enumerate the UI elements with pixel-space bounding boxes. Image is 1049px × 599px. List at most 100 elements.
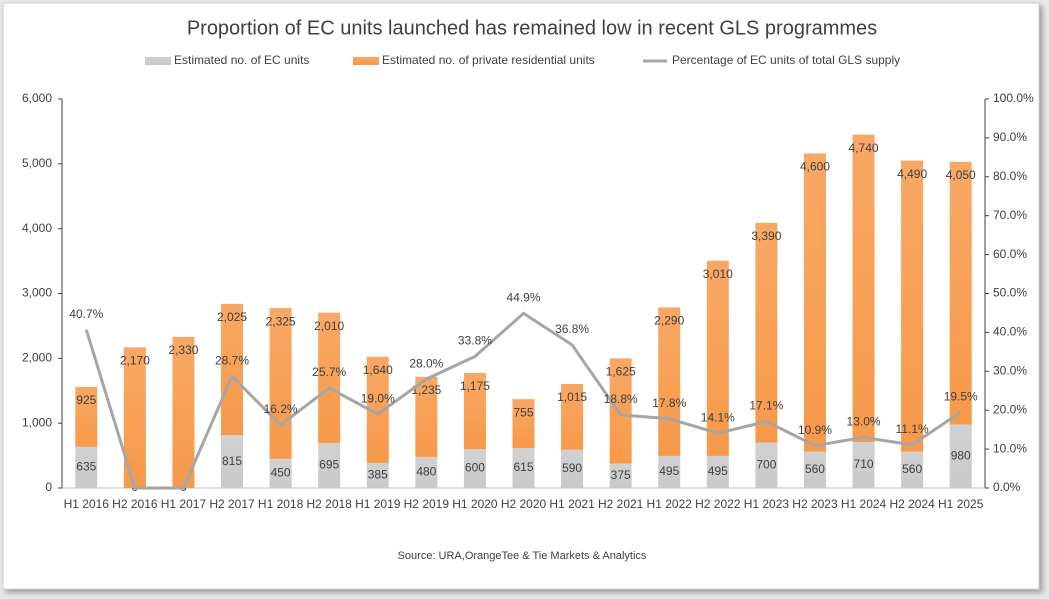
bar: [415, 456, 438, 488]
bar: [609, 463, 632, 488]
bar: [318, 442, 341, 488]
source: Source: URA,OrangeTee & Tie Markets & An…: [398, 550, 647, 562]
bar: [512, 399, 535, 449]
y-tick-label: 4,000: [22, 221, 52, 235]
y2-tick-label: 30.0%: [993, 363, 1027, 377]
bar: [706, 455, 729, 488]
data-label: 495: [659, 464, 679, 478]
x-tick-label: H2 2018: [306, 497, 352, 511]
line-label: 44.9%: [506, 291, 540, 305]
line-label: 19.0%: [361, 391, 395, 405]
bar: [803, 451, 826, 488]
x-tick-label: H1 2019: [355, 497, 401, 511]
data-label: 2,325: [266, 314, 296, 328]
bar: [221, 435, 244, 488]
data-label: 4,050: [946, 168, 976, 182]
x-tick-label: H1 2017: [161, 497, 207, 511]
data-label: 375: [611, 468, 631, 482]
data-label: 635: [76, 460, 96, 474]
y-tick-label: 2,000: [22, 351, 52, 365]
data-label: 4,490: [897, 167, 927, 181]
legend-swatch: [353, 57, 379, 65]
x-tick-label: H2 2017: [209, 497, 255, 511]
y2-tick-label: 10.0%: [993, 441, 1027, 455]
y2-tick-label: 0.0%: [993, 480, 1021, 494]
x-tick-label: H2 2022: [695, 497, 741, 511]
data-label: 2,330: [168, 343, 198, 357]
line-label: 40.7%: [69, 307, 103, 321]
y-tick-label: 1,000: [22, 415, 52, 429]
chart-title: Proportion of EC units launched has rema…: [187, 17, 877, 39]
line-label: 16.2%: [264, 402, 298, 416]
line-label: 17.1%: [749, 399, 783, 413]
bar: [172, 336, 195, 488]
x-tick-label: H2 2021: [598, 497, 644, 511]
bar: [949, 424, 972, 488]
y-tick-label: 5,000: [22, 156, 52, 170]
legend-label: Estimated no. of EC units: [174, 53, 309, 67]
data-label: 710: [854, 457, 874, 471]
line: [84, 311, 962, 490]
line-label: 13.0%: [847, 415, 881, 429]
data-label: 385: [368, 468, 388, 482]
data-label: 695: [319, 458, 339, 472]
x-tick-label: H1 2024: [841, 497, 887, 511]
bar: [658, 307, 681, 456]
data-label: 450: [271, 466, 291, 480]
bar: [852, 134, 875, 442]
x-tick-label: H1 2023: [744, 497, 790, 511]
x-tick-label: H1 2021: [549, 497, 595, 511]
data-label: 1,175: [460, 379, 490, 393]
line-label: 28.7%: [215, 354, 249, 368]
data-label: 3,010: [703, 267, 733, 281]
y2-tick-label: 40.0%: [993, 325, 1027, 339]
bar: [269, 458, 292, 488]
bar: [318, 312, 341, 443]
line-label: 10.9%: [798, 423, 832, 437]
data-label: 2,010: [314, 319, 344, 333]
x-tick-label: H2 2023: [792, 497, 838, 511]
x-tick-label: H2 2019: [404, 497, 450, 511]
bar: [658, 455, 681, 488]
bar: [512, 448, 535, 488]
data-label: 1,015: [557, 390, 587, 404]
data-label: 560: [805, 462, 825, 476]
data-label: 700: [756, 457, 776, 471]
bar: [415, 376, 438, 457]
bar: [366, 356, 389, 464]
line-label: 28.0%: [409, 356, 443, 370]
bar: [901, 451, 924, 488]
data-label: 1,625: [606, 365, 636, 379]
legend-label: Percentage of EC units of total GLS supp…: [672, 53, 900, 67]
y2-tick-label: 60.0%: [993, 247, 1027, 261]
data-label: 4,600: [800, 160, 830, 174]
y-tick-label: 3,000: [22, 286, 52, 300]
data-label: 615: [513, 460, 533, 474]
x-tick-label: H1 2018: [258, 497, 304, 511]
data-label: 3,390: [751, 229, 781, 243]
bar: [949, 161, 972, 425]
y2-tick-label: 20.0%: [993, 402, 1027, 416]
bar: [366, 463, 389, 488]
bar: [463, 449, 486, 488]
x-tick-label: H1 2022: [647, 497, 693, 511]
y-tick-label: 6,000: [22, 91, 52, 105]
x-tick-label: H2 2016: [112, 497, 158, 511]
bar: [706, 260, 729, 456]
x-tick-label: H2 2020: [501, 497, 547, 511]
data-label: 1,235: [411, 383, 441, 397]
data-label: 495: [708, 464, 728, 478]
data-label: 815: [222, 454, 242, 468]
bar: [755, 222, 778, 443]
bar: [75, 386, 98, 447]
bar: [221, 303, 244, 436]
x-tick-label: H1 2020: [452, 497, 498, 511]
line-label: 11.1%: [896, 422, 929, 436]
line-label: 25.7%: [312, 365, 346, 379]
bar: [561, 449, 584, 488]
data-label: 600: [465, 461, 485, 475]
data-label: 980: [951, 448, 971, 462]
data-label: 480: [416, 465, 436, 479]
y2-tick-label: 100.0%: [993, 91, 1034, 105]
